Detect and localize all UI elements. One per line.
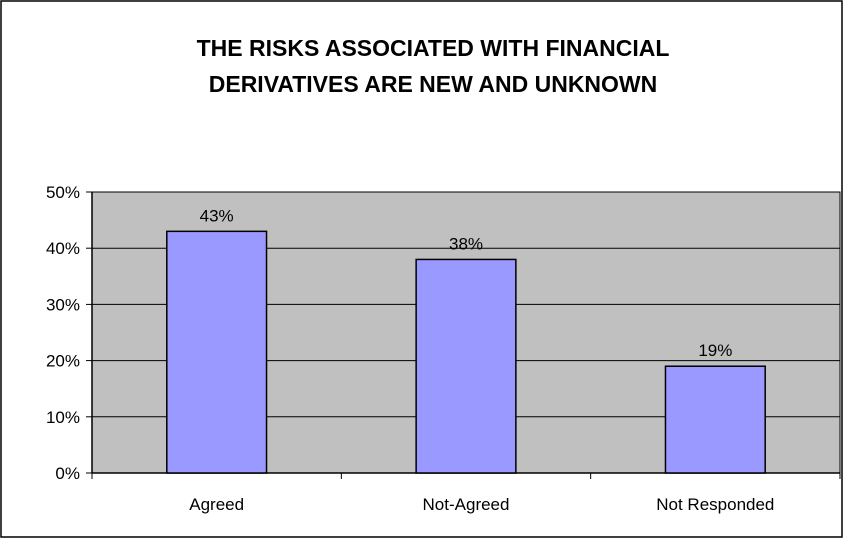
chart-title-line-1: THE RISKS ASSOCIATED WITH FINANCIAL	[197, 35, 670, 61]
bar-not-agreed	[415, 258, 517, 474]
x-tick-label-2: Not Responded	[656, 495, 774, 514]
x-tick-label-1: Not-Agreed	[423, 495, 510, 514]
y-tick-label-50: 50%	[46, 183, 80, 202]
plot-area: 0% 10% 20% 30% 40% 50% 43% Agreed 38% Not-Agreed 1…	[46, 183, 841, 514]
y-tick-label-40: 40%	[46, 239, 80, 258]
y-tick-label-20: 20%	[46, 352, 80, 371]
data-label-1: 38%	[449, 234, 483, 253]
x-tick-label-0: Agreed	[189, 495, 244, 514]
chart-title-line-2: DERIVATIVES ARE NEW AND UNKNOWN	[209, 71, 658, 97]
data-label-2: 19%	[698, 341, 732, 360]
data-label-0: 43%	[200, 206, 234, 225]
y-tick-label-0: 0%	[55, 464, 80, 483]
y-tick-label-10: 10%	[46, 408, 80, 427]
bar-agreed	[166, 230, 268, 474]
bar-not-responded	[664, 365, 766, 474]
y-tick-label-30: 30%	[46, 295, 80, 314]
